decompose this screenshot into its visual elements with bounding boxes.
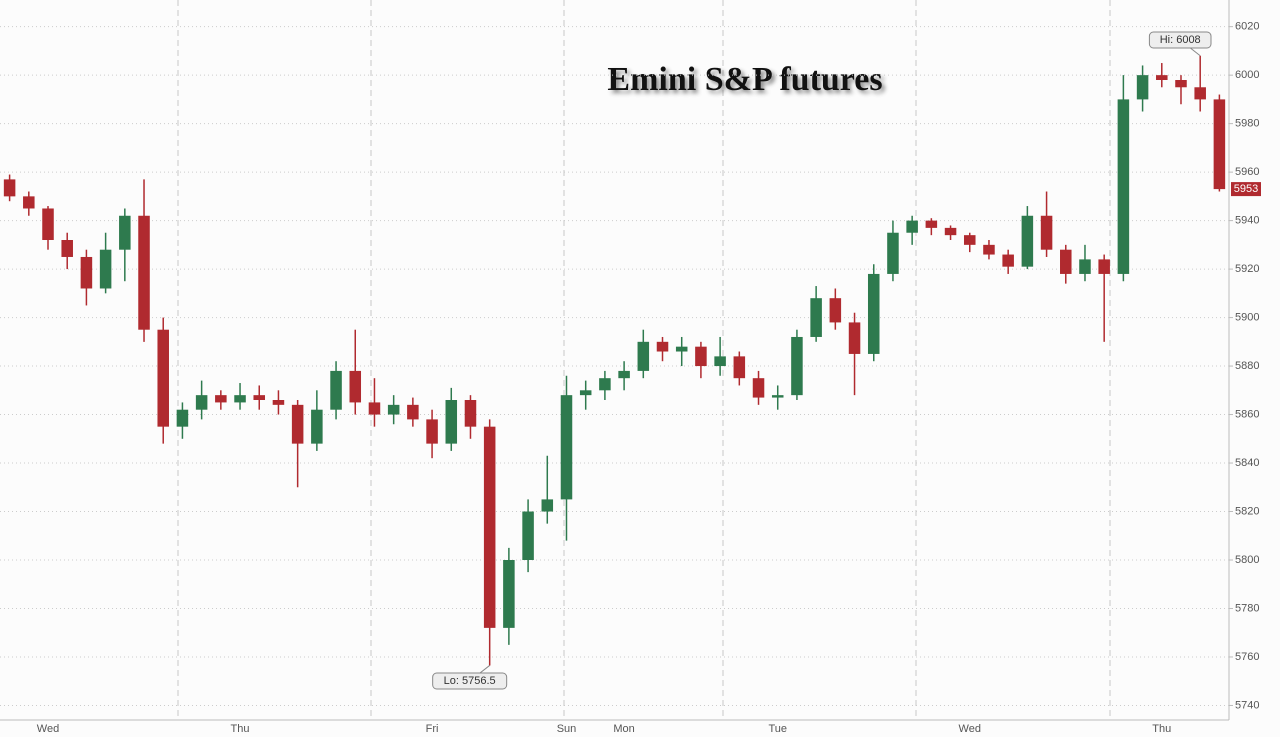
candle-body (445, 400, 458, 444)
candle-body (695, 346, 707, 367)
candle-body (407, 404, 419, 420)
candle-body (1098, 259, 1110, 274)
candle-body (349, 370, 362, 403)
candle-body (983, 244, 995, 255)
candle-body (522, 511, 534, 560)
candle-body (963, 235, 976, 245)
candle-body (291, 404, 304, 444)
y-tick-label: 5900 (1235, 311, 1259, 323)
candle-body (829, 298, 842, 323)
candle-body (387, 404, 400, 415)
candle-body (810, 298, 822, 337)
candle-body (138, 215, 150, 330)
candle-body (215, 395, 227, 403)
candle-body (368, 402, 381, 415)
candle-body (541, 499, 554, 512)
candle-body (944, 227, 957, 236)
x-tick-label: Mon (613, 723, 634, 735)
y-tick-label: 5740 (1235, 699, 1259, 711)
candle-body (675, 346, 688, 352)
candle-body (906, 220, 918, 233)
candle-body (253, 395, 266, 400)
candle-body (1136, 75, 1149, 100)
x-tick-label: Wed (37, 723, 59, 735)
candle-body (195, 395, 208, 410)
y-tick-label: 5760 (1235, 651, 1259, 663)
candle-body (483, 426, 496, 628)
last-price-label: 5953 (1234, 183, 1258, 195)
candle-body (1040, 215, 1053, 250)
candle-body (867, 273, 880, 354)
y-tick-label: 5880 (1235, 360, 1259, 372)
candle-body (234, 395, 246, 403)
candle-body (560, 395, 573, 500)
candle-body (656, 341, 669, 352)
candle-body (272, 400, 285, 405)
candle-body (714, 356, 726, 367)
candle-body (23, 196, 35, 209)
candle-body (426, 419, 438, 444)
y-tick-label: 5780 (1235, 602, 1259, 614)
candle-body (1175, 80, 1187, 88)
candle-body (771, 395, 784, 398)
annotation-box (432, 672, 508, 690)
y-tick-label: 5940 (1235, 215, 1259, 227)
candle-body (42, 208, 54, 240)
x-tick-label: Thu (1152, 723, 1171, 735)
candle-body (61, 240, 73, 257)
annotation-box (1148, 31, 1212, 49)
candle-body (99, 249, 112, 289)
candle-body (330, 370, 342, 410)
candle-body (618, 370, 630, 379)
x-tick-label: Fri (426, 723, 439, 735)
y-tick-label: 6000 (1235, 69, 1259, 81)
candle-body (311, 409, 323, 444)
candle-body (1117, 99, 1130, 274)
candle-body (733, 356, 746, 379)
y-tick-label: 5960 (1235, 166, 1259, 178)
y-tick-label: 5820 (1235, 505, 1259, 517)
candle-body (1060, 249, 1072, 274)
candle-body (848, 322, 861, 354)
candle-body (752, 378, 765, 398)
y-tick-label: 5860 (1235, 408, 1259, 420)
candle-body (1079, 259, 1091, 274)
candle-body (791, 336, 803, 396)
y-tick-label: 5920 (1235, 263, 1259, 275)
x-tick-label: Wed (959, 723, 981, 735)
x-tick-label: Sun (557, 723, 577, 735)
y-tick-label: 5840 (1235, 457, 1259, 469)
candle-body (176, 409, 189, 427)
candle-body (887, 232, 899, 274)
candle-body (3, 179, 16, 197)
x-tick-label: Tue (768, 723, 787, 735)
last-price-box (1231, 182, 1261, 197)
candle-body (503, 560, 515, 628)
candle-body (80, 256, 93, 289)
candle-body (637, 341, 650, 371)
candle-body (1021, 215, 1034, 267)
annotation-label: Hi: 6008 (1160, 34, 1201, 46)
candle-body (464, 400, 477, 427)
candle-body (1213, 99, 1226, 190)
chart-title: Emini S&P futures (607, 61, 882, 98)
x-tick-label: Thu (231, 723, 250, 735)
candle-body (119, 215, 131, 250)
y-tick-label: 5980 (1235, 118, 1259, 130)
candle-body (1194, 87, 1206, 100)
candle-body (579, 390, 592, 396)
candle-body (925, 220, 938, 228)
y-tick-label: 5800 (1235, 554, 1259, 566)
candle-body (1002, 254, 1014, 267)
y-tick-label: 6020 (1235, 21, 1259, 33)
candle-body (1156, 75, 1168, 80)
candle-body (157, 329, 169, 427)
candle-body (599, 378, 611, 391)
annotation-label: Lo: 5756.5 (444, 675, 496, 687)
